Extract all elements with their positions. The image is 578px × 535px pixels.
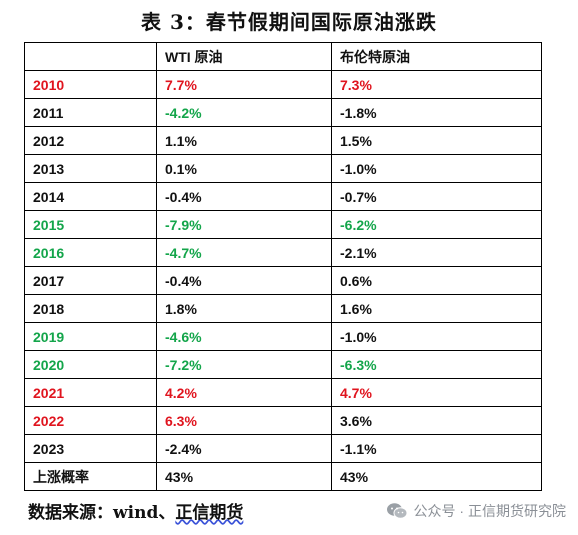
table-row: 上涨概率 43% 43% (24, 462, 542, 491)
table-row: 2018 1.8% 1.6% (24, 294, 542, 323)
wechat-icon (386, 503, 408, 519)
cell-brent: -0.7% (331, 182, 542, 211)
cell-brent: 7.3% (331, 70, 542, 99)
source-publisher: 正信期货 (175, 503, 244, 523)
cell-wti: 7.7% (156, 70, 332, 99)
cell-wti: 1.1% (156, 126, 332, 155)
cell-year: 2015 (24, 210, 157, 239)
cell-brent: 1.5% (331, 126, 542, 155)
cell-wti: -4.2% (156, 98, 332, 127)
cell-year: 2023 (24, 434, 157, 463)
cell-wti: -7.9% (156, 210, 332, 239)
header-wti: WTI 原油 (156, 42, 332, 71)
cell-wti: -4.7% (156, 238, 332, 267)
cell-wti: 0.1% (156, 154, 332, 183)
table-row: 2015 -7.9% -6.2% (24, 210, 542, 239)
cell-brent: 43% (331, 462, 542, 491)
cell-year: 2020 (24, 350, 157, 379)
table-row: 2017 -0.4% 0.6% (24, 266, 542, 295)
cell-brent: -1.0% (331, 322, 542, 351)
watermark: 公众号 · 正信期货研究院 (386, 501, 566, 521)
cell-wti: 6.3% (156, 406, 332, 435)
cell-brent: 3.6% (331, 406, 542, 435)
cell-brent: -1.8% (331, 98, 542, 127)
cell-wti: 43% (156, 462, 332, 491)
oil-change-table: WTI 原油 布伦特原油 2010 7.7% 7.3% 2011 -4.2% -1.8% 2… (24, 42, 542, 491)
header-year (24, 42, 157, 71)
cell-year: 2010 (24, 70, 157, 99)
table-row: 2022 6.3% 3.6% (24, 406, 542, 435)
table-header-row: WTI 原油 布伦特原油 (24, 42, 542, 71)
source-prefix: 数据来源：wind、 (28, 503, 176, 523)
table-row: 2013 0.1% -1.0% (24, 154, 542, 183)
cell-brent: 0.6% (331, 266, 542, 295)
table-row: 2020 -7.2% -6.3% (24, 350, 542, 379)
cell-year: 2012 (24, 126, 157, 155)
watermark-text: 公众号 · 正信期货研究院 (413, 503, 566, 519)
table-row: 2012 1.1% 1.5% (24, 126, 542, 155)
source-note: 数据来源：wind、正信期货 (28, 498, 243, 523)
cell-wti: -2.4% (156, 434, 332, 463)
cell-brent: -1.0% (331, 154, 542, 183)
cell-brent: -2.1% (331, 238, 542, 267)
cell-wti: -4.6% (156, 322, 332, 351)
cell-wti: -0.4% (156, 182, 332, 211)
cell-year: 2013 (24, 154, 157, 183)
cell-year: 2021 (24, 378, 157, 407)
table-row: 2014 -0.4% -0.7% (24, 182, 542, 211)
cell-year: 上涨概率 (24, 462, 157, 491)
table-body: 2010 7.7% 7.3% 2011 -4.2% -1.8% 2012 1.1% 1.5% 20… (24, 70, 542, 491)
cell-wti: 4.2% (156, 378, 332, 407)
cell-wti: -0.4% (156, 266, 332, 295)
table-row: 2010 7.7% 7.3% (24, 70, 542, 99)
table-row: 2011 -4.2% -1.8% (24, 98, 542, 127)
cell-year: 2017 (24, 266, 157, 295)
header-brent: 布伦特原油 (331, 42, 542, 71)
cell-brent: -1.1% (331, 434, 542, 463)
cell-brent: -6.3% (331, 350, 542, 379)
table-row: 2016 -4.7% -2.1% (24, 238, 542, 267)
cell-year: 2022 (24, 406, 157, 435)
cell-year: 2018 (24, 294, 157, 323)
table-row: 2019 -4.6% -1.0% (24, 322, 542, 351)
cell-wti: -7.2% (156, 350, 332, 379)
table-row: 2021 4.2% 4.7% (24, 378, 542, 407)
table-row: 2023 -2.4% -1.1% (24, 434, 542, 463)
cell-brent: 4.7% (331, 378, 542, 407)
cell-year: 2014 (24, 182, 157, 211)
cell-wti: 1.8% (156, 294, 332, 323)
cell-year: 2011 (24, 98, 157, 127)
cell-brent: -6.2% (331, 210, 542, 239)
cell-brent: 1.6% (331, 294, 542, 323)
cell-year: 2016 (24, 238, 157, 267)
cell-year: 2019 (24, 322, 157, 351)
table-title: 表 3：春节假期间国际原油涨跌 (141, 10, 437, 34)
